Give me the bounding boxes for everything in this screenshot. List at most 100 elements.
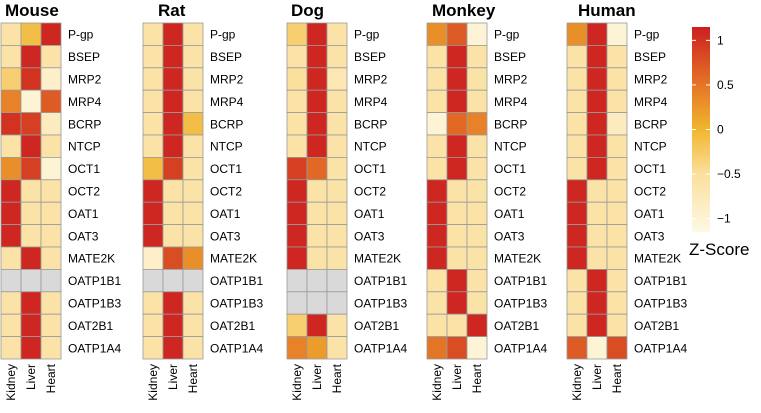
heatmap-cell-rat-oat3-liver [162,224,184,248]
heatmap-cell-mouse-bcrp-heart [40,112,62,136]
heatmap-cell-rat-oatp1b3-kidney [142,291,164,315]
heatmap-cell-monkey-ntcp-liver [446,134,468,158]
heatmap-cell-monkey-oct2-heart [466,179,488,203]
row-label-human-oat3: OAT3 [634,229,665,243]
heatmap-cell-dog-oct2-kidney [286,179,308,203]
heatmap-cell-mouse-p-gp-heart [40,22,62,46]
heatmap-cell-mouse-oat2b1-heart [40,313,62,338]
heatmap-cell-mouse-oat2b1-liver [20,313,42,338]
row-label-dog-ntcp: NTCP [354,140,387,154]
heatmap-cell-dog-oat2b1-heart [326,313,348,338]
heatmap-cell-monkey-oat3-liver [446,224,468,248]
heatmap-cell-mouse-oct1-liver [20,156,42,181]
heatmap-cell-rat-bsep-kidney [142,45,164,69]
heatmap-cell-monkey-oat1-liver [446,201,468,225]
heatmap-cell-mouse-oct1-heart [40,156,62,181]
heatmap-cell-rat-oct2-heart [182,179,204,203]
heatmap-cell-dog-mrp2-kidney [286,67,308,91]
row-label-monkey-ntcp: NTCP [494,140,527,154]
heatmap-cell-dog-mrp2-heart [326,67,348,91]
heatmap-cell-dog-mate2k-heart [326,246,348,270]
row-label-mouse-mrp4: MRP4 [68,95,102,109]
heatmap-cell-human-ntcp-kidney [566,134,588,158]
row-label-human-mrp2: MRP2 [634,73,668,87]
col-label-human-kidney: Kidney [570,364,584,401]
row-label-rat-mate2k: MATE2K [210,252,257,266]
heatmap-cell-mouse-mrp4-kidney [0,89,22,113]
heatmap-cell-dog-oct1-kidney [286,156,308,181]
row-label-rat-oct2: OCT2 [210,185,242,199]
row-label-human-oct2: OCT2 [634,185,666,199]
heatmap-cell-human-oat3-liver [586,224,608,248]
heatmap-cell-mouse-oat1-kidney [0,201,22,225]
heatmap-cell-monkey-oct1-liver [446,156,468,181]
heatmap-cell-human-oat3-heart [606,224,628,248]
row-label-rat-p-gp: P-gp [210,28,236,42]
row-label-mouse-oatp1b1: OATP1B1 [68,274,121,288]
heatmap-cell-rat-p-gp-heart [182,22,204,46]
heatmap-cell-rat-mate2k-kidney [142,246,164,270]
heatmap-cell-mouse-oatp1b3-kidney [0,291,22,315]
heatmap-cell-mouse-mrp2-liver [20,67,42,91]
heatmap-cell-mouse-mate2k-heart [40,246,62,270]
col-label-monkey-heart: Heart [470,363,484,393]
heatmap-cell-dog-oatp1a4-liver [306,336,328,360]
heatmap-cell-dog-oat1-liver [306,201,328,225]
heatmap-cell-mouse-mate2k-kidney [0,246,22,270]
heatmap-cell-rat-oat3-heart [182,224,204,248]
heatmap-cell-monkey-oat2b1-heart [466,313,488,338]
col-label-rat-kidney: Kidney [146,364,160,401]
heatmap-cell-mouse-ntcp-heart [40,134,62,158]
col-label-mouse-kidney: Kidney [4,364,18,401]
colorbar-tick-label: 0.5 [717,78,734,92]
heatmap-cell-rat-mate2k-liver [162,246,184,270]
heatmap-cell-dog-oat2b1-liver [306,313,328,338]
heatmap-cell-rat-oct1-liver [162,156,184,181]
heatmap-cell-human-bsep-kidney [566,45,588,69]
heatmap-cell-rat-bsep-heart [182,45,204,69]
heatmap-cell-human-oatp1b3-liver [586,291,608,315]
row-label-rat-oat2b1: OAT2B1 [210,319,255,333]
row-label-mouse-oct2: OCT2 [68,185,100,199]
heatmap-cell-mouse-mrp2-kidney [0,67,22,91]
row-label-monkey-oatp1b1: OATP1B1 [494,274,547,288]
row-label-mouse-oat1: OAT1 [68,207,99,221]
heatmap-cell-dog-ntcp-heart [326,134,348,158]
heatmap-cell-monkey-oat2b1-liver [446,313,468,338]
heatmap-cell-dog-oat3-heart [326,224,348,248]
row-label-monkey-p-gp: P-gp [494,28,520,42]
panel-mouse: Mouse P-gp BSEP MRP2 MRP4 BCRP NTCP OCT1 OCT2 OAT… [0,1,121,401]
row-label-monkey-mrp2: MRP2 [494,73,528,87]
heatmap-cell-monkey-oatp1b1-liver [446,268,468,293]
heatmap-cell-monkey-p-gp-heart [466,22,488,46]
heatmap-cell-mouse-oat3-kidney [0,224,22,248]
row-label-rat-bcrp: BCRP [210,117,243,131]
row-label-monkey-oat1: OAT1 [494,207,525,221]
heatmap-cell-rat-mate2k-heart [182,246,204,270]
colorbar-tick-label: 1 [717,33,724,47]
row-label-human-oatp1b1: OATP1B1 [634,274,687,288]
heatmap-cell-human-oatp1b3-kidney [566,291,588,315]
heatmap-cell-human-mate2k-liver [586,246,608,270]
heatmap-cell-human-bsep-heart [606,45,628,69]
heatmap-cell-dog-oatp1a4-kidney [286,336,308,360]
heatmap-cell-rat-oct2-liver [162,179,184,203]
heatmap-cell-human-p-gp-liver [586,22,608,46]
col-label-rat-liver: Liver [166,364,180,390]
heatmap-cell-rat-oatp1b3-liver [162,291,184,315]
colorbar-tick-label: −0.5 [717,167,741,181]
heatmap-cell-monkey-mrp2-kidney [426,67,448,91]
heatmap-cell-rat-ntcp-liver [162,134,184,158]
row-label-dog-oatp1b3: OATP1B3 [354,297,407,311]
heatmap-cell-dog-mrp2-liver [306,67,328,91]
heatmap-cell-mouse-mrp4-heart [40,89,62,113]
heatmap-cell-mouse-oct1-kidney [0,156,22,181]
heatmap-cell-rat-ntcp-heart [182,134,204,158]
heatmap-cell-dog-oct1-heart [326,156,348,181]
panel-human: Human P-gp BSEP MRP2 MRP4 BCRP NTCP OCT1 OCT2 OAT… [566,1,687,401]
heatmap-cell-rat-bsep-liver [162,45,184,69]
row-label-mouse-oat2b1: OAT2B1 [68,319,113,333]
heatmap-cell-rat-oat3-kidney [142,224,164,248]
row-label-monkey-oat3: OAT3 [494,229,525,243]
row-label-dog-oatp1b1: OATP1B1 [354,274,407,288]
